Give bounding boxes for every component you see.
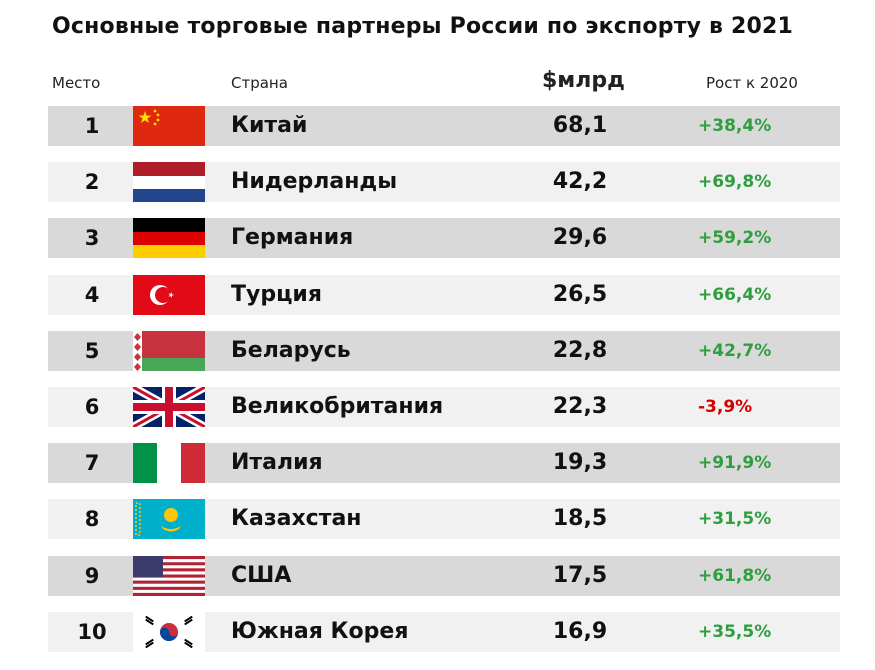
rank-label: 5: [84, 339, 100, 363]
growth-label: +35,5%: [698, 622, 772, 642]
germany-flag-icon: [133, 218, 205, 258]
rank-label: 10: [77, 620, 107, 644]
export-value-label: 22,3: [552, 394, 608, 419]
export-value-label: 16,9: [552, 619, 608, 644]
table-row: 1 Китай 68,1 +38,4%: [48, 106, 840, 146]
table-row: 6 Великобритания 22,3 -3,9%: [48, 387, 840, 427]
column-header-growth: Рост к 2020: [706, 74, 798, 92]
country-label: США: [231, 563, 292, 588]
usa-flag-icon: [133, 556, 205, 596]
table-row: 4 Турция 26,5 +66,4%: [48, 275, 840, 315]
country-label: Турция: [231, 282, 322, 307]
export-value-label: 19,3: [552, 450, 608, 475]
growth-label: +38,4%: [698, 116, 772, 136]
table-row: 8 Казахстан 18,5 +31,5%: [48, 499, 840, 539]
country-label: Нидерланды: [231, 169, 398, 194]
growth-label: +66,4%: [698, 285, 772, 305]
south-korea-flag-icon: [133, 612, 205, 652]
growth-label: +31,5%: [698, 509, 772, 529]
table-row: 3 Германия 29,6 +59,2%: [48, 218, 840, 258]
country-label: Италия: [231, 450, 323, 475]
turkey-flag-icon: [133, 275, 205, 315]
country-label: Казахстан: [231, 506, 362, 531]
country-label: Беларусь: [231, 338, 351, 363]
rank-label: 8: [84, 507, 100, 531]
export-value-label: 22,8: [552, 338, 608, 363]
table-row: 10 Южная Корея 16,9 +35,5%: [48, 612, 840, 652]
export-value-label: 26,5: [552, 282, 608, 307]
export-value-label: 68,1: [552, 113, 608, 138]
column-header-country: Страна: [231, 74, 288, 92]
country-label: Германия: [231, 225, 354, 250]
column-header-rank: Место: [52, 74, 101, 92]
export-value-label: 29,6: [552, 225, 608, 250]
chart-title: Основные торговые партнеры России по экс…: [52, 14, 794, 39]
rank-label: 6: [84, 395, 100, 419]
table-row: 5 Беларусь 22,8 +42,7%: [48, 331, 840, 371]
rank-label: 7: [84, 451, 100, 475]
growth-label: +59,2%: [698, 228, 772, 248]
growth-label: +69,8%: [698, 172, 772, 192]
italy-flag-icon: [133, 443, 205, 483]
growth-label: +61,8%: [698, 566, 772, 586]
country-label: Южная Корея: [231, 619, 409, 644]
uk-flag-icon: [133, 387, 205, 427]
belarus-flag-icon: [133, 331, 205, 371]
column-header-value: $млрд: [542, 68, 625, 93]
growth-label: +42,7%: [698, 341, 772, 361]
country-label: Великобритания: [231, 394, 444, 419]
rank-label: 2: [84, 170, 100, 194]
export-value-label: 17,5: [552, 563, 608, 588]
rank-label: 9: [84, 564, 100, 588]
china-flag-icon: [133, 106, 205, 146]
kazakhstan-flag-icon: [133, 499, 205, 539]
table-row: 7 Италия 19,3 +91,9%: [48, 443, 840, 483]
rank-label: 1: [84, 114, 100, 138]
export-value-label: 18,5: [552, 506, 608, 531]
table-row: 2 Нидерланды 42,2 +69,8%: [48, 162, 840, 202]
table-row: 9 США 17,5 +61,8%: [48, 556, 840, 596]
growth-label: -3,9%: [698, 397, 753, 417]
netherlands-flag-icon: [133, 162, 205, 202]
rank-label: 4: [84, 283, 100, 307]
export-value-label: 42,2: [552, 169, 608, 194]
rank-label: 3: [84, 226, 100, 250]
country-label: Китай: [231, 113, 308, 138]
growth-label: +91,9%: [698, 453, 772, 473]
